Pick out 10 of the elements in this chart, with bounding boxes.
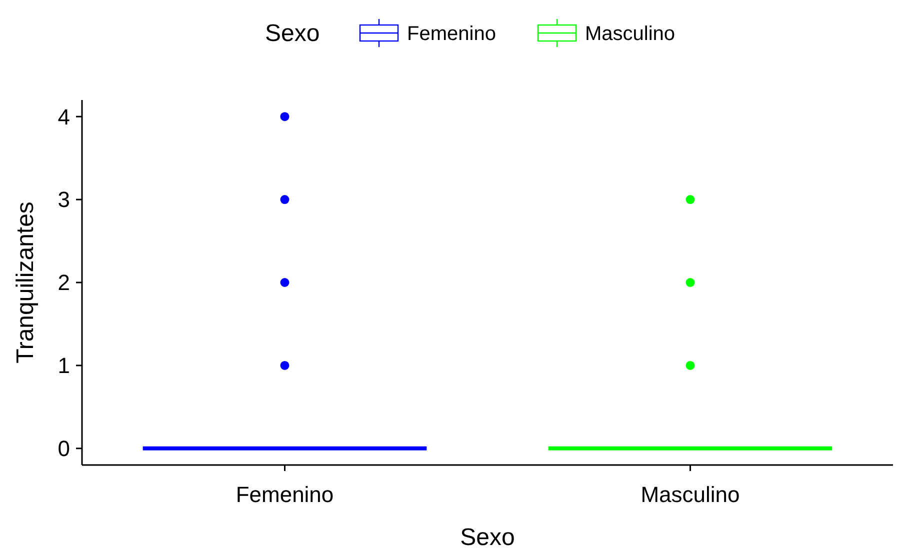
y-tick-label: 0 — [58, 436, 70, 462]
legend-title: Sexo — [265, 20, 320, 47]
legend-label: Femenino — [407, 23, 496, 45]
y-tick-label: 2 — [58, 270, 70, 296]
y-tick-label: 1 — [58, 353, 70, 378]
y-tick-label: 3 — [58, 187, 70, 212]
y-axis-title: Tranquilizantes — [12, 202, 39, 364]
legend-label: Masculino — [585, 23, 676, 45]
y-tick-label: 4 — [58, 104, 70, 130]
x-axis-title: Sexo — [460, 524, 515, 550]
